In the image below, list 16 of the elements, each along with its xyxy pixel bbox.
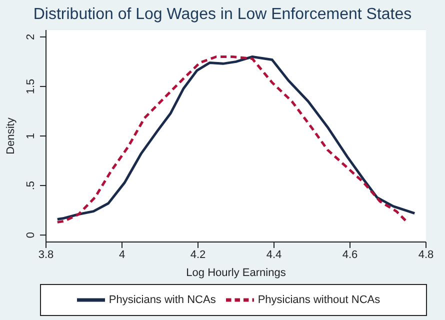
y-tick-label: 1.5 (25, 78, 37, 94)
y-axis-title: Density (4, 117, 17, 154)
chart-title: Distribution of Log Wages in Low Enforcement States (32, 6, 413, 25)
x-tick-label: 4.4 (266, 248, 282, 261)
x-tick-label: 4 (118, 248, 126, 261)
legend-label: Physicians with NCAs (108, 294, 216, 306)
y-tick-label: .5 (25, 180, 37, 190)
y-tick-label: 1 (25, 132, 37, 140)
x-tick-label: 4.2 (190, 248, 206, 261)
x-tick-label: 4.6 (342, 248, 358, 261)
x-tick-label: 4.8 (418, 248, 434, 261)
x-axis-title: Log Hourly Earnings (186, 267, 286, 279)
y-tick-label: 0 (25, 232, 37, 238)
legend-label: Physicians without NCAs (258, 294, 380, 306)
y-tick-label: 2 (25, 34, 37, 40)
x-tick-label: 3.8 (38, 248, 54, 261)
